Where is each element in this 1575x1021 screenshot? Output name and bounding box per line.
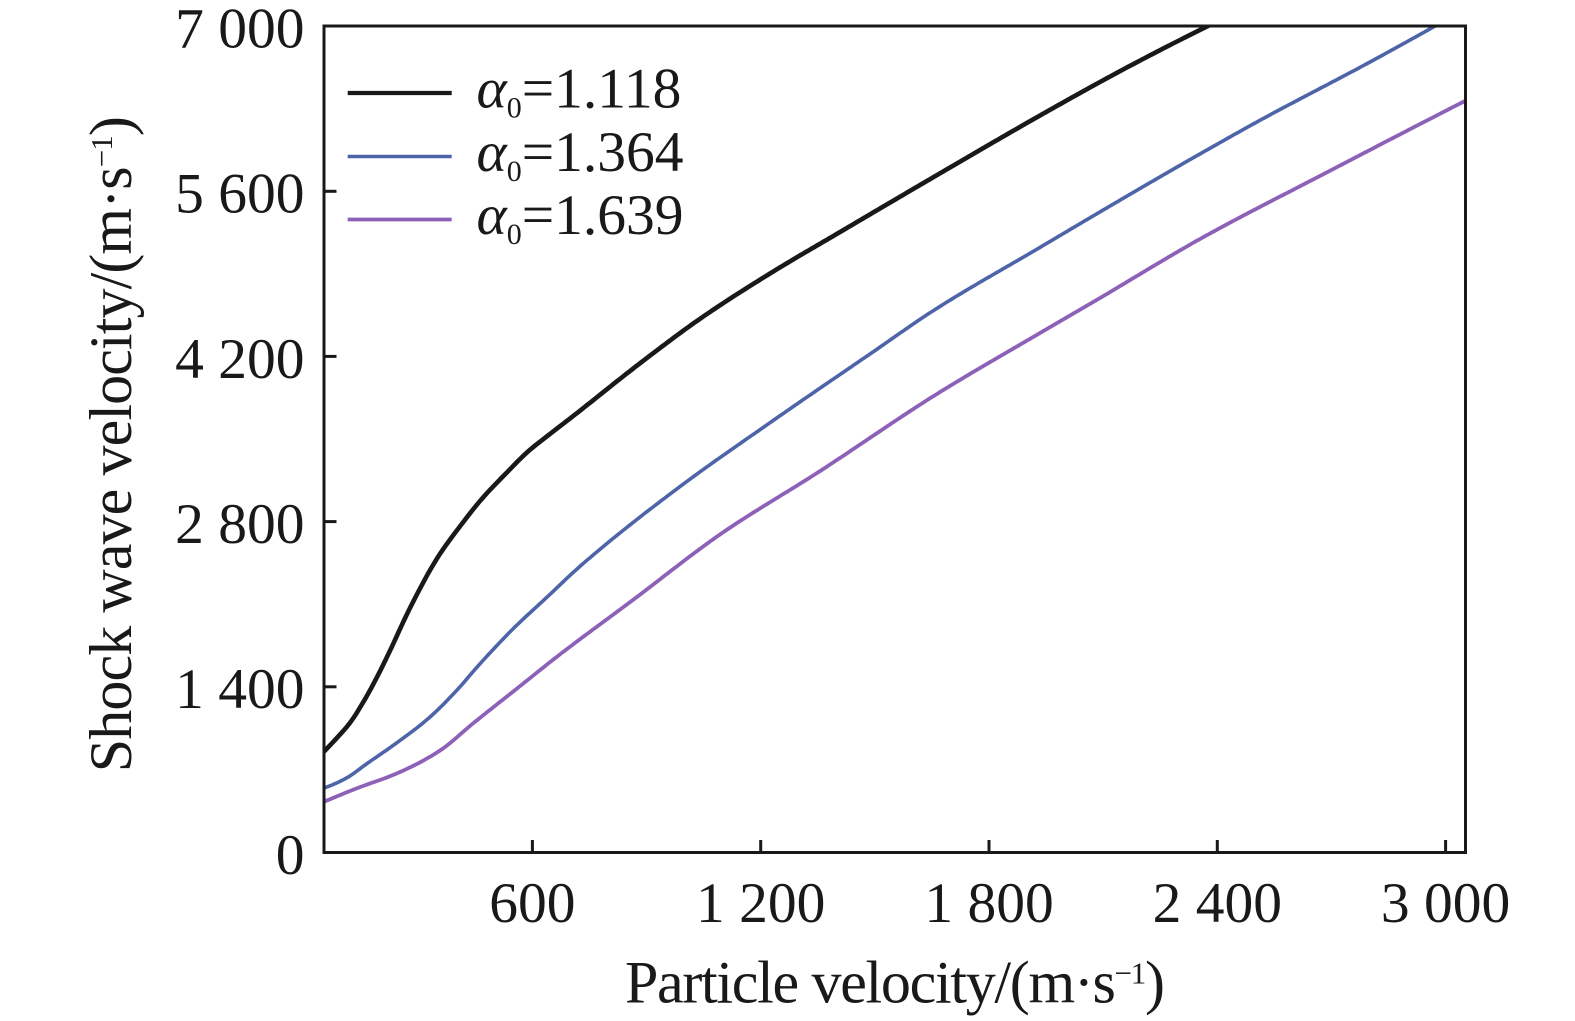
svg-text:α0=1.364: α0=1.364 [477, 121, 684, 188]
svg-text:α0=1.639: α0=1.639 [477, 184, 684, 251]
svg-text:0: 0 [276, 824, 305, 887]
svg-text:α0=1.118: α0=1.118 [477, 58, 682, 125]
svg-text:Shock wave velocity/(m·s−1): Shock wave velocity/(m·s−1) [78, 117, 144, 772]
svg-text:1 400: 1 400 [175, 658, 304, 721]
svg-text:2 800: 2 800 [175, 493, 304, 556]
svg-text:7 000: 7 000 [175, 0, 304, 60]
svg-text:4 200: 4 200 [175, 328, 304, 391]
svg-text:Particle velocity/(m·s−1): Particle velocity/(m·s−1) [625, 949, 1164, 1015]
svg-text:5 600: 5 600 [175, 163, 304, 226]
svg-text:2 400: 2 400 [1153, 872, 1282, 935]
svg-text:3 000: 3 000 [1381, 872, 1510, 935]
svg-text:600: 600 [489, 872, 575, 935]
svg-text:1 200: 1 200 [696, 872, 825, 935]
svg-text:1 800: 1 800 [924, 872, 1053, 935]
